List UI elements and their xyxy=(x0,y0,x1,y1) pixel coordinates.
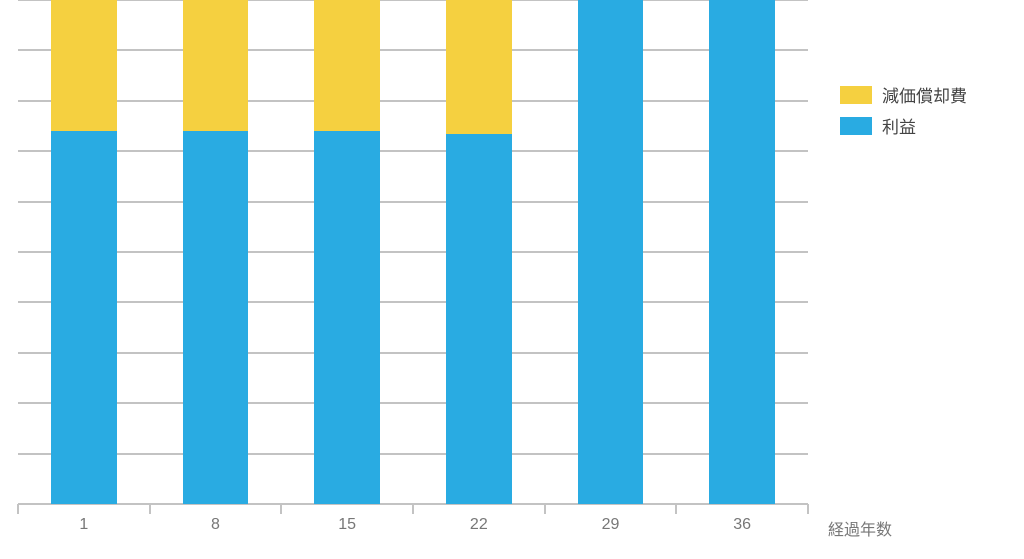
bar xyxy=(51,0,117,504)
stacked-bar-chart: 1 8 15 22 29 36 経過年数 減価償却費利益 xyxy=(0,0,1024,559)
x-axis-label: 29 xyxy=(602,516,620,534)
legend-label: 減価償却費 xyxy=(882,82,967,107)
bar-segment-profit xyxy=(183,131,249,504)
bar-segment-depreciation xyxy=(446,0,512,134)
gridline xyxy=(18,453,808,455)
legend-label: 利益 xyxy=(882,113,916,138)
x-tick xyxy=(412,504,414,514)
bar xyxy=(578,0,644,504)
legend-swatch xyxy=(840,117,872,135)
gridline xyxy=(18,49,808,51)
x-axis-title: 経過年数 xyxy=(828,516,892,540)
gridline xyxy=(18,150,808,152)
gridline xyxy=(18,0,808,1)
bar xyxy=(183,0,249,504)
bar xyxy=(446,0,512,504)
x-axis-label: 15 xyxy=(338,516,356,534)
x-axis-label: 1 xyxy=(79,516,88,534)
bar-segment-profit xyxy=(446,134,512,504)
gridline xyxy=(18,352,808,354)
x-tick xyxy=(675,504,677,514)
x-tick xyxy=(149,504,151,514)
x-tick xyxy=(17,504,19,514)
plot-area xyxy=(18,0,808,504)
gridline xyxy=(18,402,808,404)
x-axis-label: 22 xyxy=(470,516,488,534)
x-axis-label: 8 xyxy=(211,516,220,534)
bar-segment-profit xyxy=(51,131,117,504)
bar xyxy=(314,0,380,504)
bar-segment-depreciation xyxy=(183,0,249,131)
x-tick xyxy=(544,504,546,514)
gridline xyxy=(18,201,808,203)
bar xyxy=(709,0,775,504)
bar-segment-profit xyxy=(578,0,644,504)
x-tick xyxy=(280,504,282,514)
gridline xyxy=(18,100,808,102)
legend: 減価償却費利益 xyxy=(840,82,967,144)
gridline xyxy=(18,301,808,303)
bar-segment-profit xyxy=(709,0,775,504)
legend-swatch xyxy=(840,86,872,104)
gridline xyxy=(18,251,808,253)
bar-segment-profit xyxy=(314,131,380,504)
legend-item-depreciation: 減価償却費 xyxy=(840,82,967,107)
x-axis-label: 36 xyxy=(733,516,751,534)
x-tick xyxy=(807,504,809,514)
bar-segment-depreciation xyxy=(51,0,117,131)
x-axis: 1 8 15 22 29 36 xyxy=(18,504,808,544)
bar-segment-depreciation xyxy=(314,0,380,131)
legend-item-profit: 利益 xyxy=(840,113,967,138)
